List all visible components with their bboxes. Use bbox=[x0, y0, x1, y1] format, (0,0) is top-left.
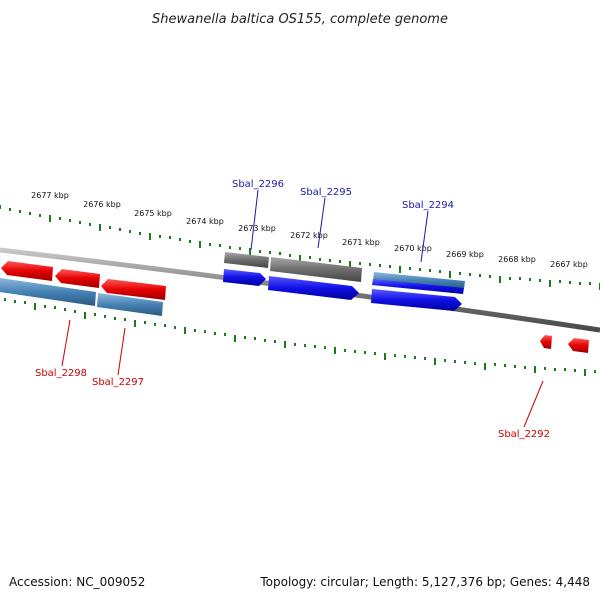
scale-label: 2670 kbp bbox=[394, 244, 432, 253]
scale-label: 2671 kbp bbox=[342, 238, 380, 247]
gene-arrow bbox=[372, 279, 464, 294]
label-leaders bbox=[61, 189, 544, 428]
genome-summary-text: Topology: circular; Length: 5,127,376 bp… bbox=[259, 575, 590, 589]
gene-arrow bbox=[0, 278, 96, 306]
gene-track-upper-blue bbox=[223, 269, 465, 311]
gene-arrow bbox=[55, 269, 100, 288]
scale-label: 2672 kbp bbox=[290, 231, 328, 240]
accession-text: Accession: NC_009052 bbox=[9, 575, 145, 589]
gene-track-right bbox=[540, 335, 589, 353]
gene-label: Sbal_2292 bbox=[498, 429, 550, 440]
gene-label: Sbal_2298 bbox=[35, 368, 87, 379]
gene-arrow bbox=[371, 289, 462, 311]
scale-label: 2675 kbp bbox=[134, 209, 172, 218]
gene-arrow bbox=[97, 293, 163, 316]
lower-scale-ticks bbox=[4, 298, 596, 376]
scale-labels: 2677 kbp 2676 kbp 2675 kbp 2674 kbp 2673… bbox=[31, 191, 588, 269]
gene-labels: Sbal_2296 Sbal_2295 Sbal_2294 Sbal_2298 … bbox=[35, 179, 550, 440]
gene-arrow bbox=[268, 276, 359, 300]
scale-label: 2677 kbp bbox=[31, 191, 69, 200]
scale-label: 2667 kbp bbox=[550, 260, 588, 269]
gene-label: Sbal_2296 bbox=[232, 179, 284, 190]
scale-label: 2676 kbp bbox=[83, 200, 121, 209]
scale-label: 2674 kbp bbox=[186, 217, 224, 226]
gene-arrow bbox=[224, 252, 269, 268]
scale-label: 2669 kbp bbox=[446, 250, 484, 259]
gene-arrow bbox=[101, 279, 166, 300]
gene-arrow bbox=[373, 272, 465, 289]
upper-scale-ticks bbox=[0, 205, 600, 290]
gene-arrow bbox=[223, 269, 266, 286]
gene-arrow bbox=[1, 261, 53, 281]
gene-label: Sbal_2295 bbox=[300, 187, 352, 198]
gene-track-left bbox=[0, 261, 166, 316]
scale-label: 2668 kbp bbox=[498, 255, 536, 264]
gene-arrow bbox=[270, 257, 362, 282]
gene-arrow bbox=[568, 338, 589, 353]
gene-label: Sbal_2294 bbox=[402, 200, 454, 211]
gene-track-upper-gray bbox=[224, 252, 362, 282]
scale-label: 2673 kbp bbox=[238, 224, 276, 233]
gene-arrow bbox=[540, 335, 552, 349]
gene-label: Sbal_2297 bbox=[92, 377, 144, 388]
figure-title: Shewanella baltica OS155, complete genom… bbox=[152, 12, 448, 27]
